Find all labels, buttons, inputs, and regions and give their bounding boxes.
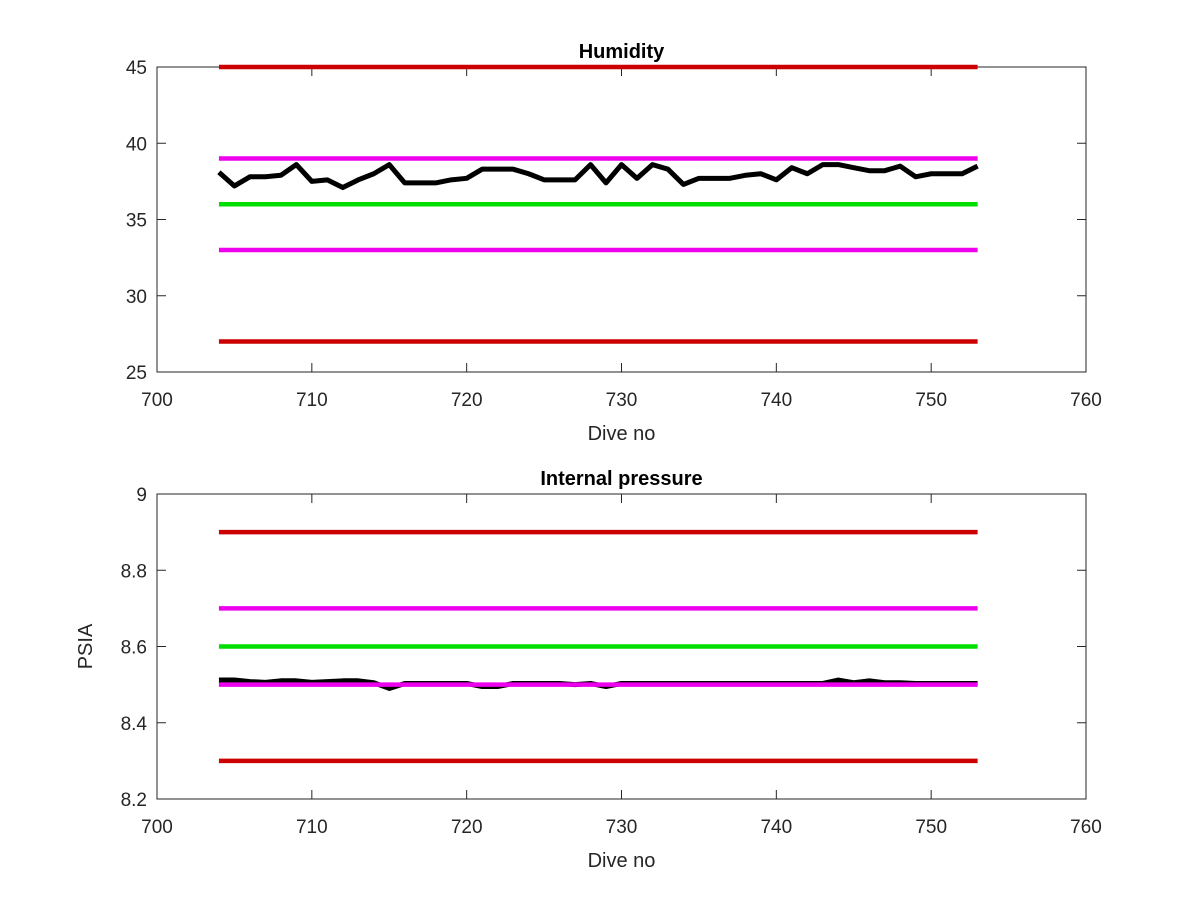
x-tick-label: 760: [1070, 817, 1102, 838]
x-tick-label: 700: [141, 390, 173, 411]
y-tick-label: 9: [136, 485, 147, 506]
y-tick-label: 8.8: [121, 561, 147, 582]
x-tick-label: 740: [760, 390, 792, 411]
y-axis-label: PSIA: [75, 623, 97, 669]
humidity-plot: 700 710 720 730 740 750 760 25 30 35 40 45 Humidity D…: [126, 41, 1102, 445]
internal-pressure-plot: 700 710 720 730 740 750 760 8.2 8.4 8.6 8.8 9 Intern…: [75, 468, 1102, 872]
y-tick-label: 30: [126, 287, 147, 308]
x-tick-label: 720: [451, 390, 483, 411]
x-axis-label: Dive no: [588, 850, 656, 872]
y-tick-label: 8.2: [121, 790, 147, 811]
chart-title: Internal pressure: [540, 468, 702, 490]
y-tick-label: 8.6: [121, 638, 147, 659]
x-tick-label: 730: [606, 390, 638, 411]
x-axis-label: Dive no: [588, 423, 656, 445]
x-tick-label: 710: [296, 390, 328, 411]
x-tick-label: 740: [760, 817, 792, 838]
y-tick-label: 25: [126, 363, 147, 384]
data-series-line: [217, 162, 979, 190]
y-tick-label: 40: [126, 134, 147, 155]
y-tick-label: 8.4: [121, 714, 148, 735]
x-tick-label: 760: [1070, 390, 1102, 411]
chart-title: Humidity: [579, 41, 665, 63]
x-tick-label: 750: [915, 817, 947, 838]
y-tick-label: 45: [126, 58, 147, 79]
axes-box: [156, 66, 1087, 373]
x-tick-label: 720: [451, 817, 483, 838]
x-tick-label: 700: [141, 817, 173, 838]
x-tick-label: 750: [915, 390, 947, 411]
x-tick-label: 710: [296, 817, 328, 838]
x-tick-label: 730: [606, 817, 638, 838]
y-tick-label: 35: [126, 211, 147, 232]
